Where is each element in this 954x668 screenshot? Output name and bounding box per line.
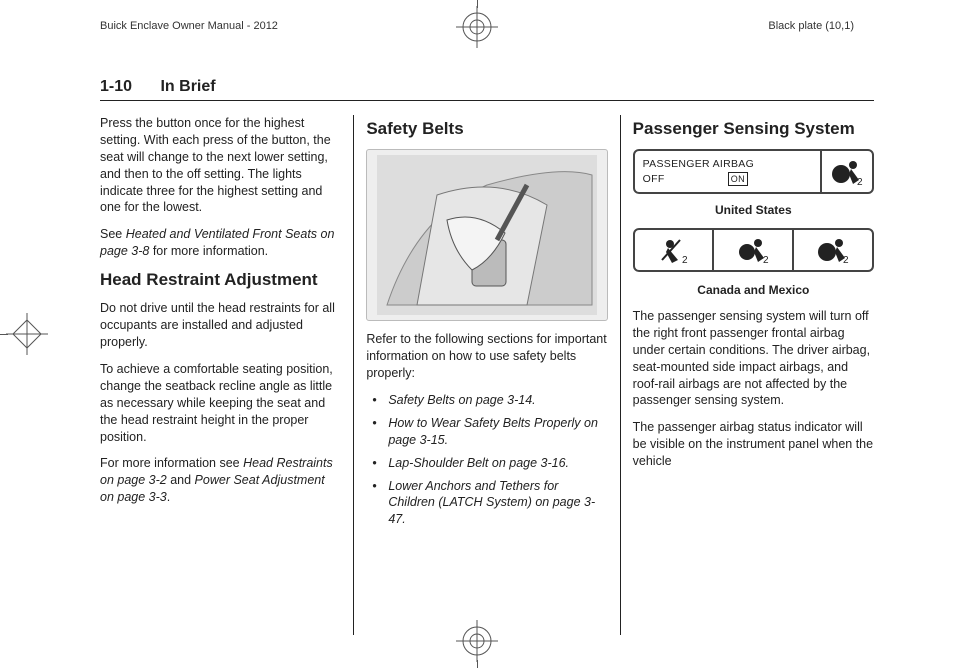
page-number: 1-10 [100,78,132,95]
crop-line [477,0,478,8]
caption-us: United States [633,202,874,218]
body-text: Refer to the following sections for impo… [366,331,607,382]
column-3: Passenger Sensing System PASSENGER AIRBA… [620,115,874,635]
plate-label: Black plate (10,1) [768,20,854,32]
indicator-off: OFF [643,173,665,185]
indicator-label: PASSENGER AIRBAG [643,157,812,171]
heading-head-restraint: Head Restraint Adjustment [100,270,341,290]
print-header: Buick Enclave Owner Manual - 2012 Black … [0,20,954,32]
body-text: Press the button once for the highest se… [100,115,341,216]
airbag-seat-icon: 2 [792,230,872,270]
airbag-on-icon: 2 [712,230,792,270]
body-text: Do not drive until the head restraints f… [100,300,341,351]
svg-text:2: 2 [843,255,849,264]
list-item: Lower Anchors and Tethers for Children (… [366,478,607,529]
airbag-indicator-us: PASSENGER AIRBAG OFF ON 2 [633,149,874,193]
safety-belt-illustration [366,149,607,321]
list-item: How to Wear Safety Belts Properly on pag… [366,415,607,449]
reference-list: Safety Belts on page 3-14. How to Wear S… [366,392,607,528]
body-text: The passenger airbag status indicator wi… [633,419,874,470]
caption-ca-mx: Canada and Mexico [633,282,874,298]
column-1: Press the button once for the highest se… [100,115,353,635]
crop-line [0,334,8,335]
crop-line [477,660,478,668]
manual-title: Buick Enclave Owner Manual - 2012 [100,20,278,32]
column-2: Safety Belts Refer to the following sect… [353,115,619,635]
indicator-on: ON [728,172,748,186]
body-text: See Heated and Ventilated Front Seats on… [100,226,341,260]
list-item: Lap-Shoulder Belt on page 3-16. [366,455,607,472]
heading-safety-belts: Safety Belts [366,119,607,139]
airbag-indicator-ca-mx: 2 2 2 [633,228,874,272]
body-text: To achieve a comfortable seating positio… [100,361,341,445]
body-text: The passenger sensing system will turn o… [633,308,874,409]
heading-passenger-sensing: Passenger Sensing System [633,119,874,139]
crop-mark-left [6,313,48,355]
airbag-off-icon: 2 [635,230,713,270]
svg-text:2: 2 [857,177,863,186]
section-title: In Brief [160,78,215,95]
body-text: For more information see Head Restraints… [100,455,341,506]
airbag-icon: 2 [820,151,872,191]
svg-text:2: 2 [763,255,769,264]
svg-text:2: 2 [682,255,688,264]
list-item: Safety Belts on page 3-14. [366,392,607,409]
page-header: 1-10 In Brief [100,78,874,101]
